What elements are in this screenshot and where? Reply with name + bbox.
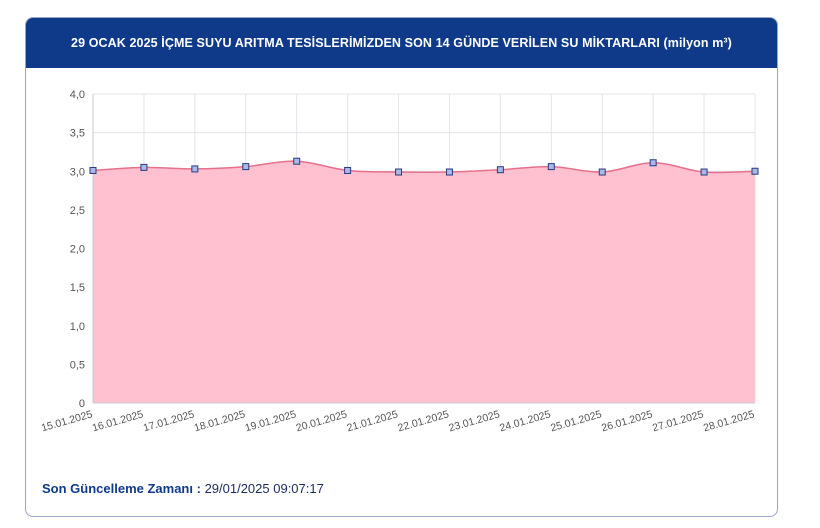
x-tick-label: 20.01.2025 <box>295 408 349 434</box>
x-tick-label: 17.01.2025 <box>142 408 196 434</box>
x-tick-label: 26.01.2025 <box>600 408 654 434</box>
y-tick-label: 2,0 <box>70 244 85 256</box>
marker-layer <box>89 157 759 176</box>
last-update: Son Güncelleme Zamanı : 29/01/2025 09:07… <box>42 481 324 496</box>
x-tick-label: 22.01.2025 <box>396 408 450 434</box>
y-tick-label: 0 <box>79 398 85 410</box>
x-tick-label: 27.01.2025 <box>651 408 705 434</box>
last-update-value: 29/01/2025 09:07:17 <box>204 481 324 496</box>
area-layer <box>92 160 756 403</box>
y-tick-label: 4,0 <box>70 89 85 101</box>
data-point[interactable] <box>445 168 453 176</box>
data-point[interactable] <box>395 168 403 176</box>
x-tick-label: 15.01.2025 <box>40 408 94 434</box>
data-point[interactable] <box>496 166 504 174</box>
series-line <box>92 160 756 174</box>
y-tick-label: 3,5 <box>70 128 85 140</box>
data-point[interactable] <box>242 163 250 171</box>
data-point[interactable] <box>751 167 759 175</box>
data-point[interactable] <box>89 166 97 174</box>
x-tick-label: 25.01.2025 <box>549 408 603 434</box>
data-point[interactable] <box>293 157 301 165</box>
x-tick-label: 21.01.2025 <box>346 408 400 434</box>
data-point[interactable] <box>140 163 148 171</box>
y-tick-label: 3,0 <box>70 166 85 178</box>
last-update-label: Son Güncelleme Zamanı : <box>42 481 201 496</box>
data-point[interactable] <box>547 163 555 171</box>
data-point[interactable] <box>649 159 657 167</box>
chart-title: 29 OCAK 2025 İÇME SUYU ARITMA TESİSLERİM… <box>26 18 777 68</box>
x-tick-label: 18.01.2025 <box>193 408 247 434</box>
x-tick-label: 19.01.2025 <box>244 408 298 434</box>
data-point[interactable] <box>700 168 708 176</box>
x-tick-label: 23.01.2025 <box>447 408 501 434</box>
y-tick-label: 2,5 <box>70 205 85 217</box>
data-point[interactable] <box>598 168 606 176</box>
x-tick-label: 16.01.2025 <box>91 408 145 434</box>
data-point[interactable] <box>344 166 352 174</box>
y-tick-label: 1,5 <box>70 282 85 294</box>
x-tick-label: 24.01.2025 <box>498 408 552 434</box>
data-point[interactable] <box>191 165 199 173</box>
y-tick-label: 1,0 <box>70 321 85 333</box>
x-tick-label: 28.01.2025 <box>702 408 756 434</box>
area-fill <box>93 161 755 403</box>
y-tick-label: 0,5 <box>70 359 85 371</box>
